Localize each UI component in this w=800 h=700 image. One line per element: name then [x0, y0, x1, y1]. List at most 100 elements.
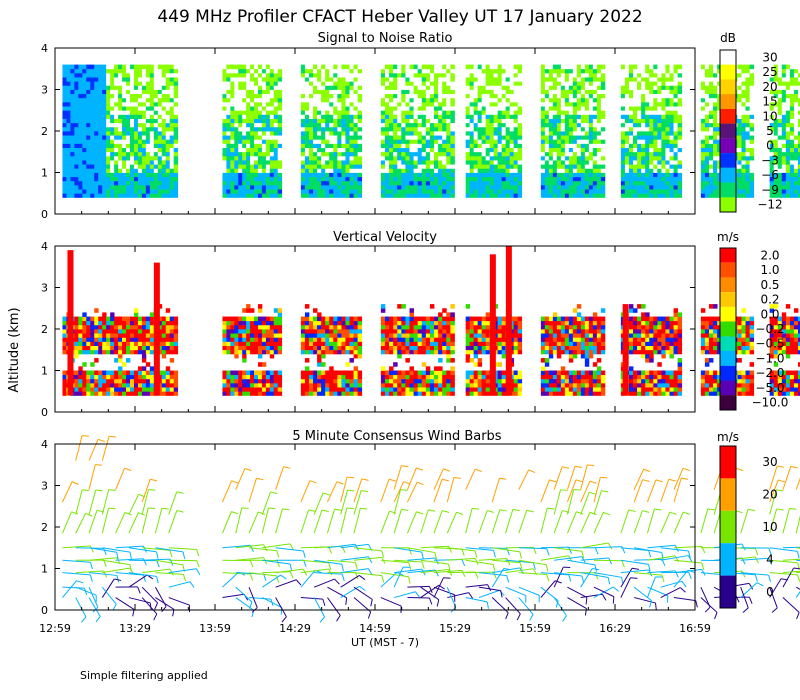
snr-cell	[789, 168, 795, 173]
snr-cell	[169, 68, 175, 74]
snr-cell	[713, 155, 718, 161]
snr-cell	[269, 131, 275, 136]
snr-cell	[745, 81, 751, 86]
snr-cell	[568, 164, 574, 169]
snr-cell	[353, 135, 359, 140]
snr-cell	[304, 155, 310, 161]
snr-cell	[568, 118, 574, 124]
snr-cell	[102, 93, 107, 99]
snr-cell	[273, 114, 279, 119]
snr-cell	[429, 114, 435, 119]
snr-cell	[308, 189, 314, 194]
snr-cell	[397, 122, 402, 128]
snr-cell	[149, 184, 155, 190]
snr-cell	[548, 85, 554, 90]
snr-cell	[246, 172, 251, 178]
snr-cell	[580, 135, 586, 140]
snr-cell	[745, 143, 751, 148]
snr-cell	[700, 64, 706, 70]
snr-cell	[153, 77, 159, 82]
snr-cell	[624, 172, 630, 178]
snr-cell	[157, 101, 163, 107]
snr-cell	[329, 147, 334, 153]
snr-cell	[540, 114, 546, 119]
snr-cell	[141, 97, 147, 103]
snr-cell	[82, 135, 87, 140]
snr-cell	[389, 122, 394, 128]
snr-cell	[421, 126, 427, 132]
snr-cell	[341, 155, 346, 161]
snr-cell	[781, 85, 787, 90]
snr-cell	[417, 106, 423, 111]
snr-cell	[628, 81, 634, 86]
snr-cell	[661, 172, 666, 178]
snr-cell	[434, 160, 439, 165]
snr-cell	[133, 172, 139, 178]
snr-cell	[493, 184, 499, 190]
snr-cell	[106, 97, 111, 103]
snr-cell	[769, 101, 775, 107]
snr-cell	[580, 106, 586, 111]
snr-cell	[769, 114, 775, 119]
snr-cell	[677, 77, 683, 82]
snr-cell	[657, 164, 662, 169]
snr-cell	[677, 172, 683, 178]
snr-cell	[596, 122, 602, 128]
snr-cell	[397, 126, 402, 132]
snr-cell	[797, 122, 800, 128]
snr-cell	[153, 68, 159, 74]
snr-cell	[497, 172, 503, 178]
snr-cell	[345, 172, 350, 178]
snr-cell	[657, 64, 662, 70]
snr-cell	[122, 184, 127, 190]
snr-cell	[149, 72, 155, 78]
snr-cell	[393, 172, 398, 178]
snr-cell	[657, 101, 662, 107]
snr-cell	[769, 168, 775, 173]
snr-cell	[110, 139, 115, 144]
snr-cell	[269, 184, 275, 190]
snr-cell	[417, 155, 423, 161]
snr-cell	[576, 118, 582, 124]
snr-cell	[446, 131, 451, 136]
snr-cell	[246, 106, 251, 111]
snr-cell	[438, 68, 443, 74]
snr-cell	[717, 143, 722, 148]
snr-cell	[653, 193, 658, 198]
snr-cell	[384, 126, 390, 132]
snr-cell	[576, 126, 582, 132]
snr-cell	[481, 118, 487, 124]
snr-cell	[94, 93, 99, 99]
snr-cell	[501, 93, 507, 99]
snr-cell	[246, 135, 251, 140]
snr-cell	[745, 68, 751, 74]
snr-cell	[114, 101, 119, 107]
snr-cell	[517, 89, 523, 95]
snr-cell	[661, 151, 666, 157]
snr-cell	[560, 172, 566, 178]
snr-cell	[429, 110, 435, 115]
snr-cell	[633, 189, 638, 194]
snr-cell	[509, 89, 515, 95]
snr-cell	[548, 151, 554, 157]
snr-cell	[596, 160, 602, 165]
snr-cell	[341, 89, 346, 95]
snr-cell	[649, 193, 654, 198]
snr-cell	[384, 164, 390, 169]
snr-cell	[102, 131, 107, 136]
snr-cell	[98, 139, 103, 144]
snr-cell	[556, 118, 562, 124]
snr-cell	[246, 131, 251, 136]
snr-cell	[645, 184, 650, 190]
snr-cell	[584, 72, 590, 78]
snr-cell	[246, 101, 251, 107]
snr-cell	[665, 93, 670, 99]
snr-cell	[257, 139, 263, 144]
snr-cell	[749, 77, 755, 82]
snr-cell	[74, 193, 79, 198]
snr-cell	[349, 189, 354, 194]
snr-cell	[434, 68, 439, 74]
snr-cell	[568, 189, 574, 194]
snr-cell	[465, 118, 471, 124]
snr-cell	[741, 168, 746, 173]
